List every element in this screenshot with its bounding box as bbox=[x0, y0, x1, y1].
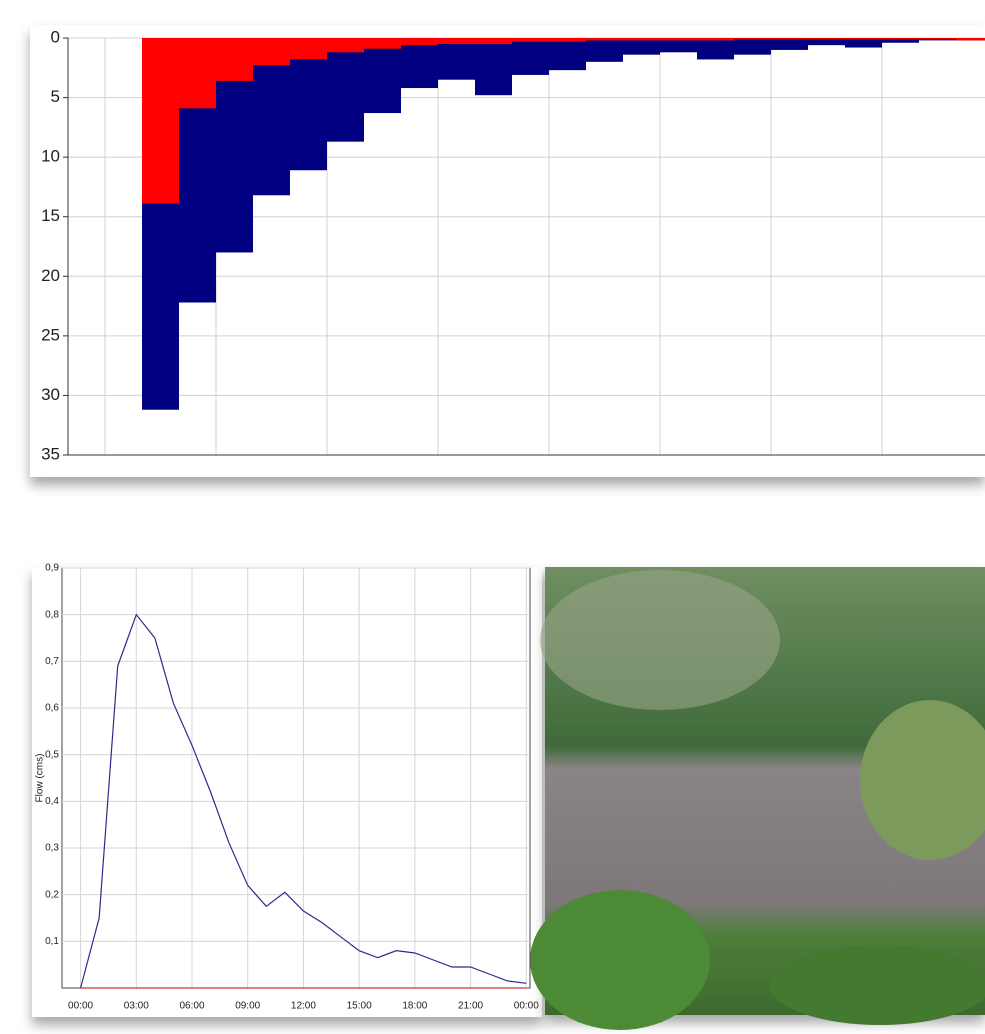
x-tick-label: 03:00 bbox=[124, 1001, 149, 1012]
bar bbox=[512, 38, 549, 75]
bar bbox=[623, 38, 660, 55]
x-tick-label: 15:00 bbox=[347, 1001, 372, 1012]
bar bbox=[549, 38, 586, 42]
bar bbox=[438, 38, 475, 80]
bar bbox=[290, 38, 327, 59]
bar bbox=[586, 38, 623, 62]
bar bbox=[845, 38, 882, 48]
bar bbox=[475, 38, 512, 95]
bar bbox=[623, 38, 660, 40]
figure: 05101520253035 0,10,20,30,40,50,60,70,80… bbox=[0, 0, 985, 1034]
bar bbox=[586, 38, 623, 40]
x-tick-label: 21:00 bbox=[458, 1001, 483, 1012]
y-tick-label: 0,3 bbox=[45, 843, 59, 854]
x-tick-label: 00:00 bbox=[68, 1001, 93, 1012]
y-tick-label: 0,9 bbox=[45, 563, 59, 574]
bar bbox=[438, 38, 475, 44]
y-tick-label: 15 bbox=[41, 206, 60, 225]
bar bbox=[549, 38, 586, 70]
x-tick-label: 12:00 bbox=[291, 1001, 316, 1012]
y-tick-label: 0,7 bbox=[45, 656, 59, 667]
photo-foliage bbox=[530, 890, 710, 1030]
bar bbox=[697, 38, 734, 59]
bar bbox=[845, 38, 882, 39]
y-tick-label: 0,1 bbox=[45, 936, 59, 947]
bar bbox=[734, 38, 771, 39]
y-axis-label: Flow (cms) bbox=[35, 754, 46, 803]
bar bbox=[401, 38, 438, 88]
bar bbox=[216, 38, 253, 81]
plot-area bbox=[62, 568, 530, 988]
x-tick-label: 00:00 bbox=[514, 1001, 539, 1012]
bar bbox=[919, 38, 956, 39]
y-tick-label: 35 bbox=[41, 444, 60, 463]
hydrograph: 0,1 0,2 0,3 0,4 0,5 0,6 0,7 0,8 0,9 00:00 03:00 06:… bbox=[35, 563, 540, 1012]
bar bbox=[734, 38, 771, 55]
bar bbox=[882, 38, 919, 39]
y-tick-label: 25 bbox=[41, 325, 60, 344]
y-tick-label: 10 bbox=[41, 147, 60, 166]
y-tick-label: 20 bbox=[41, 266, 60, 285]
x-tick-label: 09:00 bbox=[235, 1001, 260, 1012]
bar bbox=[179, 38, 216, 108]
bar bbox=[771, 38, 808, 39]
bar bbox=[956, 38, 985, 40]
bar bbox=[364, 38, 401, 113]
bar bbox=[660, 38, 697, 40]
bar bbox=[327, 38, 364, 142]
y-tick-label: 0,5 bbox=[45, 749, 59, 760]
y-tick-label: 5 bbox=[51, 87, 60, 106]
y-tick-label: 0,6 bbox=[45, 703, 59, 714]
bar bbox=[401, 38, 438, 45]
bar bbox=[475, 38, 512, 44]
y-tick-label: 0 bbox=[51, 27, 60, 46]
y-tick-label: 0,2 bbox=[45, 889, 59, 900]
page: 05101520253035 0,10,20,30,40,50,60,70,80… bbox=[0, 0, 985, 1034]
x-tick-label: 18:00 bbox=[402, 1001, 427, 1012]
y-tick-label: 0,4 bbox=[45, 796, 59, 807]
bar bbox=[364, 38, 401, 49]
y-tick-label: 0,8 bbox=[45, 609, 59, 620]
bar bbox=[697, 38, 734, 40]
x-tick-label: 06:00 bbox=[179, 1001, 204, 1012]
bar bbox=[771, 38, 808, 50]
bar bbox=[142, 38, 179, 204]
y-tick-label: 30 bbox=[41, 385, 60, 404]
photo bbox=[530, 567, 985, 1030]
bar bbox=[808, 38, 845, 39]
photo-foliage bbox=[770, 945, 985, 1025]
bar bbox=[253, 38, 290, 65]
bar bbox=[327, 38, 364, 52]
photo-foliage bbox=[540, 570, 780, 710]
bar bbox=[512, 38, 549, 42]
